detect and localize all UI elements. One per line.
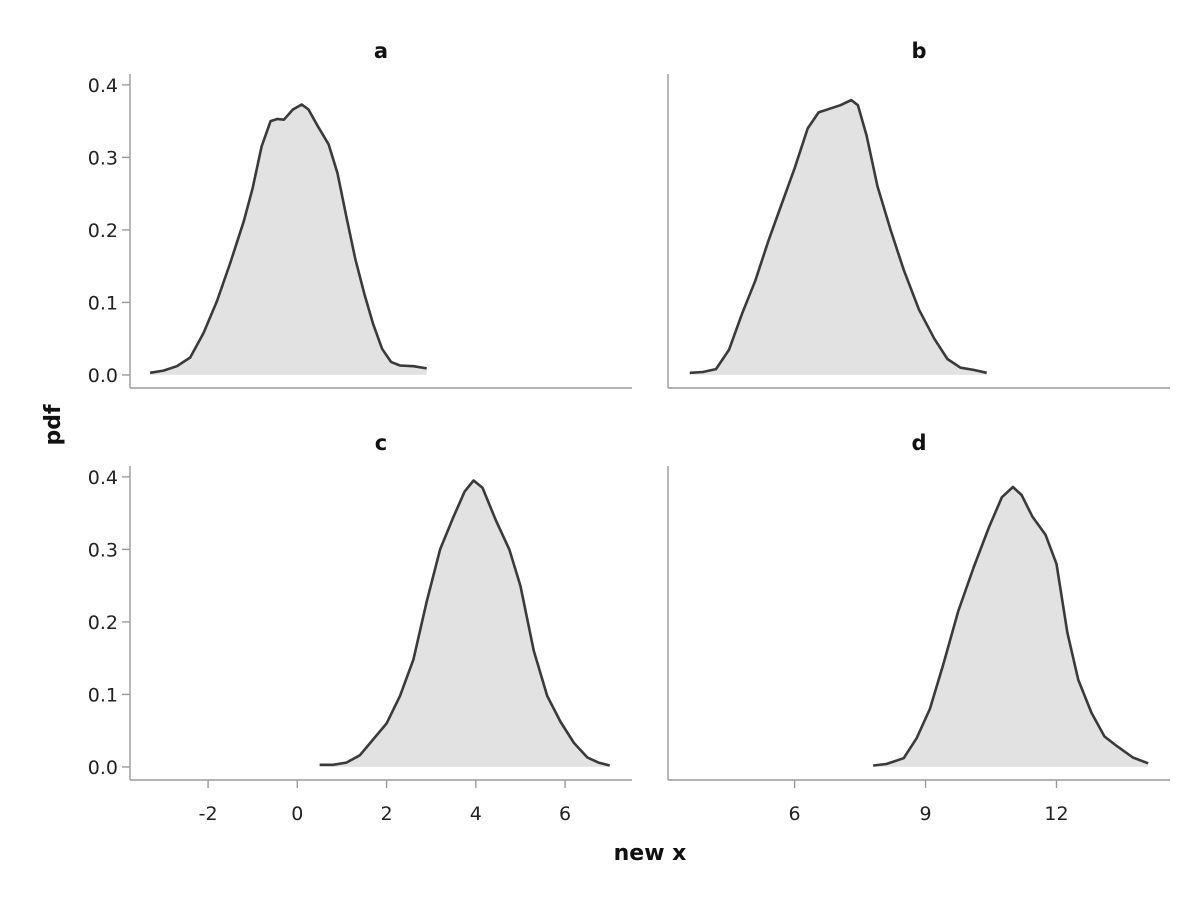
y-axis-title: pdf	[41, 404, 66, 445]
panel-title-c: c	[375, 431, 387, 455]
y-tick-label-c-4: 0.4	[88, 467, 118, 489]
density-line-d	[873, 485, 1149, 767]
density-area-c	[319, 480, 610, 767]
panel-title-b: b	[911, 39, 926, 63]
density-area-d	[873, 487, 1149, 767]
x-tick-label-c-2: 2	[381, 803, 393, 825]
panel-a: a 0.0 0.1 0.2 0.3 0.4	[88, 39, 632, 389]
y-tick-label-c-2: 0.2	[88, 612, 118, 634]
y-tick-label-c-1: 0.1	[88, 684, 118, 706]
y-tick-label-c-0: 0.0	[88, 757, 118, 779]
x-tick-label-d-0: 6	[789, 803, 801, 825]
density-line-b	[689, 98, 987, 375]
y-tick-label-a-3: 0.3	[88, 147, 118, 169]
density-area-b	[689, 100, 987, 375]
y-tick-label-a-1: 0.1	[88, 292, 118, 314]
x-tick-label-c-4: 6	[559, 803, 571, 825]
y-tick-label-a-0: 0.0	[88, 365, 118, 387]
x-tick-label-c-1: 0	[291, 803, 303, 825]
density-line-a	[149, 103, 427, 375]
density-area-a	[150, 104, 427, 375]
y-tick-label-a-2: 0.2	[88, 220, 118, 242]
panel-d: d 6 9 12	[667, 431, 1170, 825]
panel-c: c 0.0 0.1 0.2 0.3 0.4 -2 0 2 4 6	[88, 431, 632, 825]
x-tick-label-c-0: -2	[199, 803, 218, 825]
panel-b: b	[667, 39, 1170, 389]
x-tick-label-d-2: 12	[1044, 803, 1068, 825]
x-axis-title: new x	[614, 841, 687, 866]
y-tick-label-c-3: 0.3	[88, 539, 118, 561]
density-line-c	[319, 479, 611, 767]
x-tick-label-d-1: 9	[920, 803, 932, 825]
panel-title-a: a	[374, 39, 388, 63]
panel-title-d: d	[911, 431, 926, 455]
x-tick-label-c-3: 4	[470, 803, 482, 825]
y-tick-label-a-4: 0.4	[88, 75, 118, 97]
